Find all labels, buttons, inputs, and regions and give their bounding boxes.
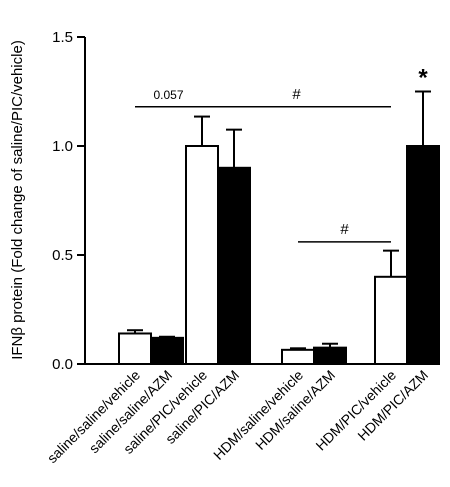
x-tick-labels: saline/saline/vehiclesaline/saline/AZMsa…	[44, 367, 431, 467]
bar-saline/saline/AZM	[150, 336, 184, 365]
y-ticks: 0.0 0.5 1.0 1.5	[52, 29, 85, 373]
error-bars	[127, 90, 431, 350]
bar-saline/PIC/vehicle	[185, 145, 219, 365]
significance-hash: #	[340, 221, 349, 238]
bar-saline/PIC/AZM	[217, 166, 251, 365]
bar-HDM/saline/AZM	[313, 346, 347, 365]
y-tick-label: 1.0	[52, 138, 73, 155]
bar-saline/saline/vehicle	[118, 332, 152, 366]
y-tick-label: 1.5	[52, 29, 73, 46]
bar-HDM/PIC/AZM	[406, 145, 440, 365]
p-value-label: 0.057	[153, 88, 183, 102]
y-tick-label: 0.0	[52, 356, 73, 373]
significance-star: *	[418, 65, 428, 92]
bar-HDM/saline/vehicle	[281, 348, 315, 365]
y-axis-title: IFNβ protein (Fold change of saline/PIC/…	[9, 40, 26, 360]
significance-hash: #	[292, 86, 301, 103]
significance-annotations: 0.057 # # *	[135, 65, 428, 243]
bar-HDM/PIC/vehicle	[374, 275, 408, 365]
y-tick-label: 0.5	[52, 247, 73, 264]
